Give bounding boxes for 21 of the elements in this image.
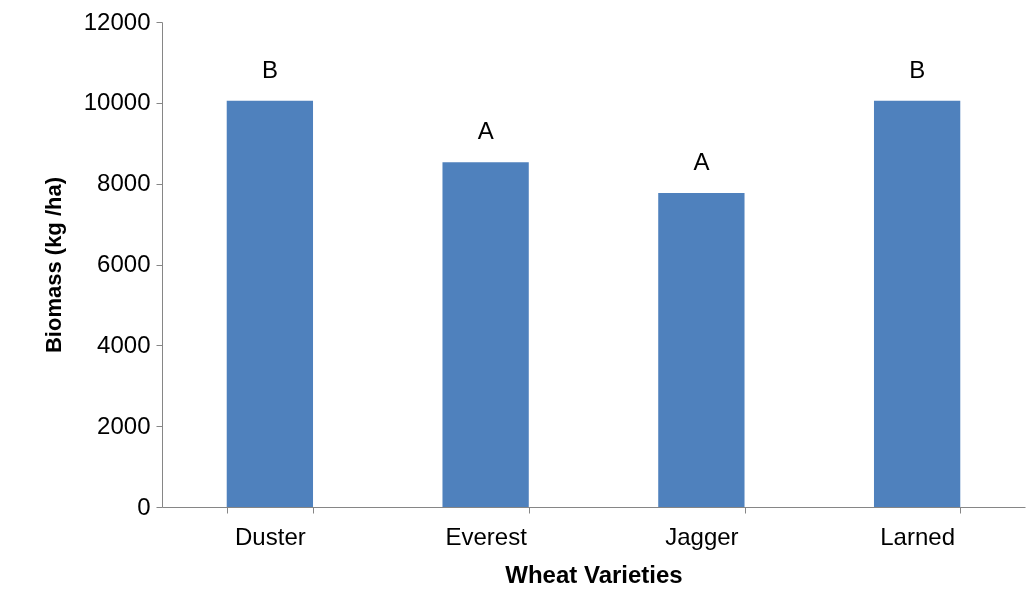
x-tick-label: Duster: [235, 522, 306, 550]
x-tick-label: Everest: [445, 522, 528, 550]
x-tick-label: Jagger: [665, 522, 739, 550]
annotation: A: [693, 147, 710, 175]
y-tick-label: 8000: [97, 169, 151, 197]
y-tick-label: 4000: [97, 330, 151, 358]
x-tick-label: Larned: [880, 522, 955, 550]
bar: [658, 192, 745, 507]
y-tick-label: 2000: [97, 411, 151, 439]
x-axis-title: Wheat Varieties: [505, 560, 683, 588]
y-tick-label: 6000: [97, 250, 151, 277]
y-tick-label: 12000: [83, 7, 151, 35]
bar: [226, 100, 314, 507]
y-axis-title: Biomass (kg /ha): [40, 176, 66, 354]
bar: [873, 100, 961, 507]
annotation: A: [477, 117, 494, 145]
y-tick-label: 10000: [83, 88, 151, 116]
annotation: B: [909, 55, 926, 83]
annotation: B: [261, 55, 278, 83]
y-tick-label: 0: [137, 492, 151, 520]
bar: [442, 162, 529, 507]
